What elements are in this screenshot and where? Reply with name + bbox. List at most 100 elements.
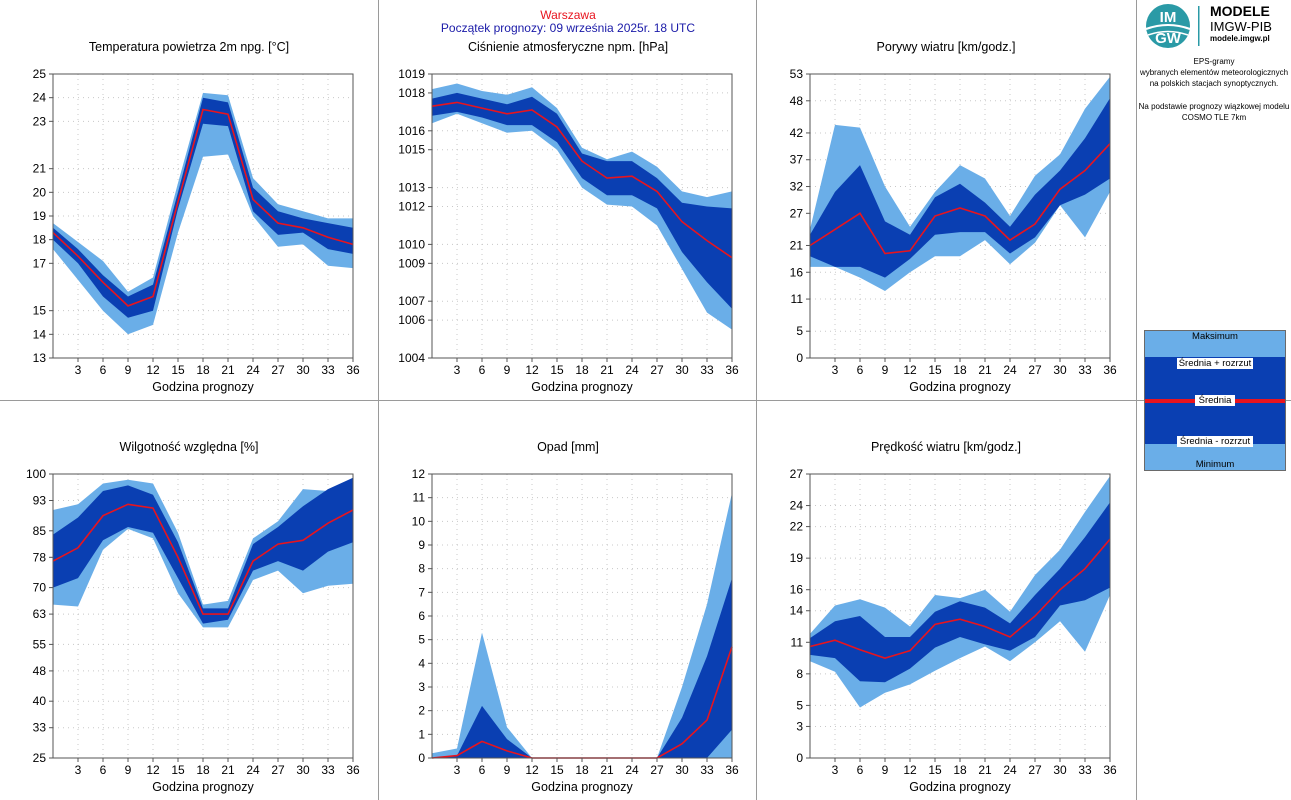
x-tick-label: 33 [321, 763, 335, 777]
y-tick-label: 55 [33, 637, 47, 651]
x-tick-label: 21 [221, 763, 235, 777]
x-tick-label: 15 [171, 763, 185, 777]
chart-title: Temperatura powietrza 2m npg. [°C] [88, 40, 290, 54]
x-tick-label: 6 [857, 763, 864, 777]
x-tick-label: 36 [1103, 763, 1117, 777]
chart-pressure: Ciśnienie atmosferyczne npm. [hPa] 1004 1… [379, 40, 757, 400]
y-tick-label: 14 [790, 604, 804, 618]
legend-band-max [1145, 331, 1285, 357]
y-tick-label: 3 [418, 680, 425, 694]
chart-title: Prędkość wiatru [km/godz.] [870, 440, 1022, 454]
x-tick-label: 27 [650, 763, 664, 777]
x-tick-label: 15 [550, 363, 564, 377]
y-tick-label: 11 [791, 292, 804, 306]
x-tick-label: 30 [675, 363, 689, 377]
y-tick-label: 19 [33, 209, 47, 223]
y-tick-label: 1004 [398, 351, 425, 365]
x-tick-label: 3 [75, 363, 82, 377]
y-tick-label: 0 [418, 751, 425, 765]
x-tick-label: 27 [1028, 763, 1042, 777]
y-tick-label: 0 [796, 351, 803, 365]
band-min-max [53, 92, 353, 335]
x-tick-label: 24 [625, 763, 639, 777]
x-tick-label: 30 [296, 763, 310, 777]
x-tick-label: 27 [1028, 363, 1042, 377]
y-tick-label: 17 [33, 256, 47, 270]
x-tick-label: 30 [675, 763, 689, 777]
chart-title: Wilgotność względna [%] [119, 440, 259, 454]
x-tick-label: 9 [882, 763, 889, 777]
chart-wind-speed: Prędkość wiatru [km/godz.] 0 3 5 8 11 14 16 19 2… [757, 440, 1135, 800]
x-tick-label: 21 [221, 363, 235, 377]
x-tick-label: 3 [75, 763, 82, 777]
y-tick-label: 12 [412, 467, 426, 481]
y-tick-label: 5 [796, 698, 803, 712]
y-tick-label: 48 [33, 664, 47, 678]
legend-band-min [1145, 444, 1285, 470]
x-axis-label: Godzina prognozy [531, 780, 633, 794]
x-tick-label: 18 [953, 363, 967, 377]
info-line-3: na polskich stacjach synoptycznych. [1149, 79, 1279, 88]
y-tick-label: 8 [796, 667, 803, 681]
y-tick-label: 11 [413, 491, 426, 505]
x-tick-label: 18 [196, 763, 210, 777]
y-tick-label: 6 [418, 609, 425, 623]
y-tick-label: 100 [26, 467, 46, 481]
x-tick-label: 3 [832, 763, 839, 777]
x-tick-label: 24 [246, 363, 260, 377]
y-tick-label: 3 [796, 719, 803, 733]
x-axis-label: Godzina prognozy [909, 780, 1011, 794]
y-tick-label: 53 [790, 67, 804, 81]
y-tick-label: 11 [791, 635, 804, 649]
chart-gusts: Porywy wiatru [km/godz.] 0 5 11 16 21 27 32 37 4… [757, 40, 1135, 400]
x-tick-label: 21 [600, 363, 614, 377]
x-axis-label: Godzina prognozy [152, 380, 254, 394]
x-tick-label: 24 [625, 363, 639, 377]
x-tick-label: 21 [978, 363, 992, 377]
band-mean-spread [432, 578, 732, 758]
x-axis-label: Godzina prognozy [909, 380, 1011, 394]
y-tick-label: 32 [790, 180, 804, 194]
legend-mean-minus-label: Średnia - rozrzut [1177, 436, 1253, 447]
y-tick-label: 14 [33, 327, 47, 341]
info-line-2: wybranych elementów meteorologicznych [1139, 68, 1289, 77]
x-tick-label: 18 [575, 363, 589, 377]
y-tick-label: 25 [33, 751, 47, 765]
y-tick-label: 18 [33, 233, 47, 247]
y-tick-label: 1006 [398, 313, 425, 327]
y-tick-label: 13 [33, 351, 47, 365]
legend: Maksimum Średnia + rozrzut Średnia Średn… [1144, 330, 1286, 471]
x-tick-label: 36 [346, 363, 360, 377]
x-tick-label: 9 [882, 363, 889, 377]
x-tick-label: 12 [146, 363, 160, 377]
band-mean-spread [53, 477, 353, 624]
y-tick-label: 7 [418, 585, 425, 599]
mean-line [431, 101, 733, 259]
x-tick-label: 12 [903, 763, 917, 777]
x-tick-label: 12 [525, 763, 539, 777]
logo-subtitle: IMGW-PIB [1210, 19, 1272, 34]
y-tick-label: 25 [33, 67, 47, 81]
y-tick-label: 1018 [398, 86, 425, 100]
x-tick-label: 36 [1103, 363, 1117, 377]
y-tick-label: 5 [796, 324, 803, 338]
x-tick-label: 9 [504, 763, 511, 777]
chart-pressure-plot: 1004 1006 1007 1009 1010 1012 1013 1015 1016 1018… [398, 67, 739, 394]
chart-title: Porywy wiatru [km/godz.] [876, 40, 1016, 54]
logo-title: MODELE [1210, 3, 1270, 19]
y-tick-label: 9 [418, 538, 425, 552]
x-tick-label: 30 [296, 363, 310, 377]
x-tick-label: 15 [928, 363, 942, 377]
mean-line [52, 108, 354, 307]
imgw-logo: IM GW [1145, 4, 1200, 48]
y-tick-label: 16 [790, 265, 804, 279]
y-tick-label: 48 [790, 94, 804, 108]
x-tick-label: 33 [1078, 363, 1092, 377]
x-tick-label: 21 [978, 763, 992, 777]
y-tick-label: 19 [790, 551, 804, 565]
forecast-start: Początek prognozy: 09 września 2025r. 18… [440, 21, 696, 35]
y-tick-label: 24 [790, 499, 804, 513]
x-tick-label: 24 [1003, 363, 1017, 377]
y-tick-label: 93 [33, 494, 47, 508]
